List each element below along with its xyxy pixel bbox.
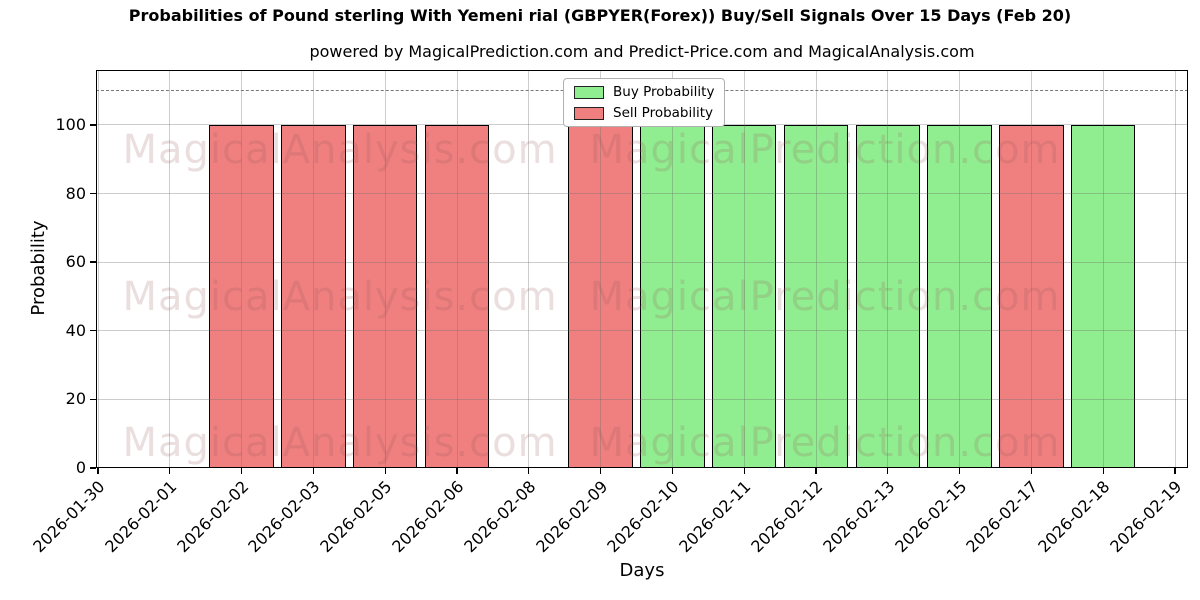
x-gridline [671, 70, 673, 468]
y-tick-label: 0 [75, 458, 86, 477]
y-tick [90, 398, 96, 401]
y-tick [90, 330, 96, 332]
x-gridline [1102, 70, 1104, 468]
watermark-text: MagicalPrediction.com [589, 420, 1061, 466]
x-gridline [169, 70, 171, 468]
legend-item-sell: Sell Probability [574, 105, 714, 121]
x-gridline [456, 70, 458, 468]
x-tick-label: 2026-02-17 [962, 477, 1042, 557]
legend-item-buy: Buy Probability [574, 84, 714, 100]
x-gridline [600, 70, 602, 468]
watermark-text: MagicalAnalysis.com [122, 420, 558, 466]
x-tick [169, 468, 171, 474]
x-gridline [528, 70, 530, 468]
bar-2026-02-18-buy [1070, 124, 1136, 468]
legend-swatch-buy [574, 85, 604, 99]
plot-area: Buy Probability Sell Probability Magical… [96, 70, 1188, 468]
x-tick [599, 468, 602, 474]
x-gridline [97, 70, 99, 468]
x-tick-label: 2026-02-03 [244, 477, 324, 557]
x-tick [456, 468, 458, 474]
y-tick-label: 80 [65, 183, 86, 203]
bar-2026-02-03-sell [281, 124, 346, 468]
y-tick-label: 20 [65, 389, 86, 409]
x-tick-label: 2026-02-02 [172, 477, 253, 557]
x-tick [671, 468, 674, 474]
bar-2026-02-15-buy [927, 124, 992, 468]
watermark-text: MagicalAnalysis.com [122, 127, 558, 173]
chart-title: Probabilities of Pound sterling With Yem… [128, 6, 1072, 25]
bar-2026-02-12-buy [783, 124, 849, 468]
x-tick-label: 2026-02-13 [819, 477, 899, 557]
x-tick [312, 468, 315, 474]
bar-2026-02-09-sell [568, 124, 633, 468]
y-tick [90, 261, 96, 263]
x-tick-label: 2026-02-10 [603, 477, 683, 557]
chart-subtitle: powered by MagicalPrediction.com and Pre… [309, 42, 975, 61]
x-gridline [887, 70, 889, 468]
bar-2026-02-17-sell [999, 124, 1064, 468]
y-gridline [96, 398, 1188, 400]
bar-2026-02-02-sell [209, 124, 274, 468]
y-gridline [96, 193, 1188, 195]
y-tick [90, 467, 96, 469]
x-tick [1174, 468, 1176, 474]
legend-label-buy: Buy Probability [613, 84, 715, 100]
x-tick-label: 2026-02-15 [890, 477, 971, 557]
legend-swatch-sell [574, 106, 604, 120]
x-tick-label: 2026-01-30 [29, 477, 109, 557]
watermark-text: MagicalPrediction.com [589, 127, 1061, 173]
x-tick [815, 468, 817, 474]
x-gridline [815, 70, 817, 468]
x-gridline [1174, 70, 1176, 468]
x-tick-label: 2026-02-05 [316, 477, 396, 557]
x-tick [743, 468, 745, 474]
x-tick [958, 468, 961, 474]
watermark-text: MagicalAnalysis.com [122, 274, 558, 320]
x-gridline [241, 70, 243, 468]
x-gridline [312, 70, 314, 468]
x-tick-label: 2026-02-08 [460, 477, 540, 557]
x-tick-label: 2026-02-06 [388, 477, 468, 557]
bar-2026-02-05-sell [352, 124, 418, 468]
legend: Buy Probability Sell Probability [563, 78, 726, 127]
x-gridline [1030, 70, 1032, 468]
x-gridline [384, 70, 386, 468]
x-tick [1102, 468, 1104, 474]
x-tick [384, 468, 386, 474]
bar-2026-02-10-buy [640, 124, 705, 468]
x-tick [97, 468, 99, 474]
x-tick [887, 468, 889, 474]
x-tick-label: 2026-02-11 [675, 477, 755, 557]
watermark-text: MagicalPrediction.com [589, 274, 1061, 320]
y-gridline [96, 330, 1188, 332]
x-tick [528, 468, 530, 474]
x-tick-label: 2026-02-09 [531, 477, 612, 557]
bar-2026-02-11-buy [711, 124, 777, 468]
x-tick-label: 2026-02-19 [1106, 477, 1186, 557]
x-gridline [959, 70, 961, 468]
bar-2026-02-06-sell [424, 124, 490, 468]
x-tick [1030, 468, 1033, 474]
x-tick-label: 2026-02-12 [747, 477, 827, 557]
y-tick [90, 124, 96, 126]
x-tick-label: 2026-02-18 [1034, 477, 1114, 557]
x-tick-label: 2026-02-01 [101, 477, 181, 557]
y-tick-label: 100 [55, 114, 86, 134]
y-tick [90, 192, 96, 195]
y-tick-label: 60 [65, 252, 86, 272]
x-gridline [743, 70, 745, 468]
legend-label-sell: Sell Probability [613, 105, 714, 121]
x-tick [240, 468, 243, 474]
x-axis-label: Days [619, 560, 665, 581]
y-gridline [96, 261, 1188, 263]
y-tick-label: 40 [65, 320, 86, 340]
